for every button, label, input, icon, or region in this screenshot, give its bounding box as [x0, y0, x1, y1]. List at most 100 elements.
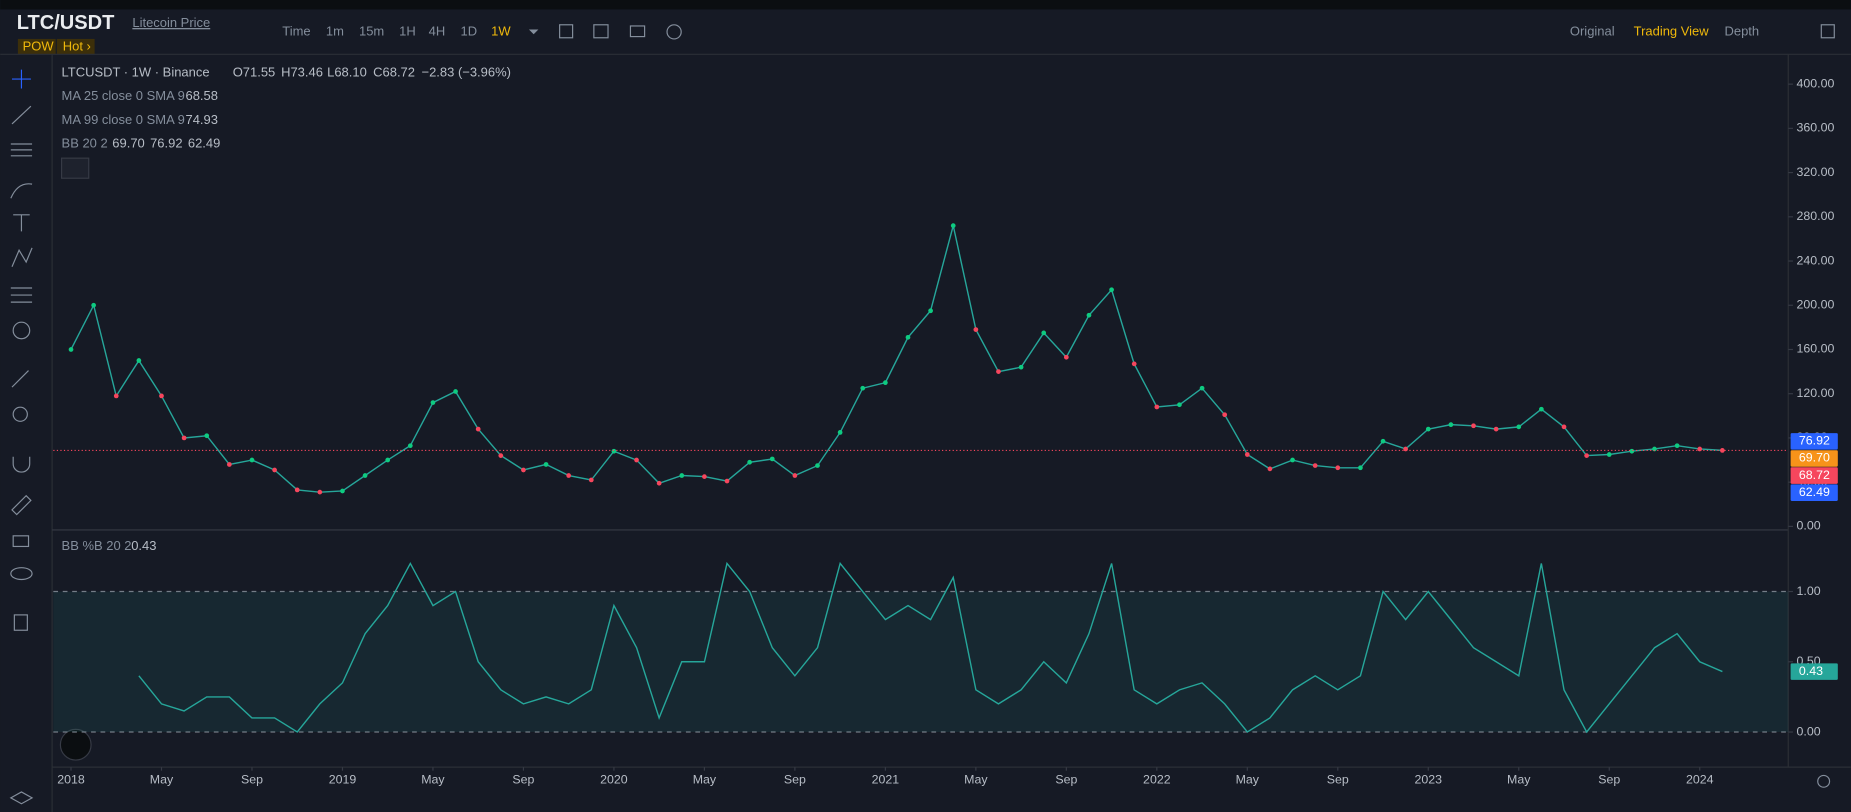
x-tick-label: Sep [241, 772, 263, 786]
tool-line[interactable] [11, 105, 32, 125]
view-tab-active[interactable]: Trading View [1634, 23, 1710, 38]
chart-type-icon[interactable] [593, 24, 609, 39]
tool-ruler[interactable] [11, 370, 29, 388]
price-point [1290, 457, 1295, 463]
legend-pctb: BB %B 20 2 [62, 538, 132, 553]
legend-pctb-value: 0.43 [131, 538, 156, 553]
symbol[interactable]: LTC/USDT [17, 12, 115, 34]
tool-fib[interactable] [10, 143, 33, 157]
price-point [792, 473, 798, 478]
legend-ma25: MA 25 close 0 SMA 9 [62, 88, 185, 103]
price-point [1244, 452, 1250, 457]
settings-icon[interactable] [1817, 774, 1831, 788]
price-point [747, 459, 753, 465]
price-point [1086, 312, 1092, 318]
band-fill [53, 591, 1789, 733]
tool-zoom[interactable] [12, 406, 28, 422]
tool-projection[interactable] [10, 287, 33, 303]
price-point [226, 462, 232, 467]
layout-icon[interactable] [1820, 24, 1835, 39]
price-point [272, 467, 277, 473]
price-point [883, 380, 888, 386]
price-point [1335, 465, 1341, 471]
y-tick-label: 0.00 [1797, 724, 1821, 738]
view-tab[interactable]: Depth [1725, 23, 1760, 38]
x-tick-label: May [693, 772, 717, 786]
price-point [1493, 426, 1499, 432]
collapse-button[interactable] [60, 157, 90, 179]
y-tick-label: 120.00 [1797, 386, 1835, 400]
view-tab[interactable]: Original [1570, 23, 1615, 38]
dropdown-icon[interactable] [528, 29, 539, 35]
price-badge [1790, 467, 1838, 484]
legend-bb-value: 76.92 [150, 135, 182, 150]
x-tick-label: May [421, 772, 445, 786]
y-tick-label: 1.00 [1797, 584, 1821, 598]
price-point [385, 457, 391, 463]
layers-icon[interactable] [9, 791, 34, 805]
price-point [1131, 361, 1137, 367]
interval[interactable]: Time [282, 23, 310, 38]
price-point [1561, 424, 1567, 430]
price-badge-label: 69.70 [1799, 451, 1830, 465]
price-link[interactable]: Litecoin Price [132, 15, 210, 30]
top-strip [0, 0, 1851, 10]
camera-icon[interactable] [629, 25, 646, 38]
price-point [1109, 287, 1114, 293]
price-point [1584, 453, 1589, 458]
y-tick-label: 240.00 [1797, 253, 1835, 267]
tool-eye[interactable] [10, 567, 33, 581]
tag-bg [56, 38, 95, 55]
add-icon[interactable] [666, 24, 682, 40]
price-point [656, 480, 662, 486]
interval-active[interactable]: 1W [491, 23, 511, 38]
price-point [702, 474, 707, 479]
interval[interactable]: 4H [429, 23, 446, 38]
legend-ohlc: O71.55 [233, 65, 276, 80]
interval[interactable]: 1D [460, 23, 477, 38]
tool-text[interactable] [13, 214, 30, 232]
price-point [68, 347, 74, 352]
legend-bb: BB 20 2 [62, 135, 108, 150]
price-point [1629, 448, 1635, 454]
interval[interactable]: 1m [326, 23, 344, 38]
y-tick-label: 0.00 [1797, 519, 1821, 533]
price-point [611, 448, 617, 454]
interval[interactable]: 15m [359, 23, 384, 38]
x-tick-label: May [964, 772, 988, 786]
x-tick-label: Sep [1327, 772, 1349, 786]
tv-logo[interactable] [59, 728, 92, 761]
series-line [70, 225, 1723, 493]
tool-trash[interactable] [13, 614, 28, 631]
tool-lock-draw[interactable] [11, 494, 32, 516]
indicator-icon[interactable] [559, 24, 574, 39]
price-point [905, 334, 911, 340]
tool-lock[interactable] [12, 535, 30, 548]
y-tick-label: 320.00 [1797, 165, 1835, 179]
tag-bg [17, 38, 56, 55]
x-tick-label: 2022 [1143, 772, 1171, 786]
x-tick-label: 2020 [600, 772, 628, 786]
interval[interactable]: 1H [399, 23, 416, 38]
price-point [498, 453, 504, 458]
legend-ma99-value: 74.93 [185, 112, 217, 127]
price-point [1063, 354, 1069, 360]
tool-pattern[interactable] [11, 247, 33, 267]
price-point [113, 393, 119, 399]
x-tick-label: 2024 [1686, 772, 1714, 786]
tool-emoji[interactable] [12, 321, 31, 340]
price-point [521, 467, 526, 473]
tool-brush[interactable] [10, 183, 33, 199]
price-badge [1790, 484, 1838, 501]
price-point [340, 488, 345, 494]
price-point [362, 473, 368, 478]
y-tick-label: 160.00 [1797, 342, 1835, 356]
price-point [407, 443, 413, 449]
legend-bb-value: 69.70 [112, 135, 144, 150]
x-tick-label: 2019 [329, 772, 357, 786]
price-point [181, 435, 187, 441]
y-tick-label: 360.00 [1797, 121, 1835, 135]
price-point [1425, 426, 1431, 432]
x-tick-label: Sep [512, 772, 534, 786]
tool-magnet[interactable] [12, 456, 31, 473]
